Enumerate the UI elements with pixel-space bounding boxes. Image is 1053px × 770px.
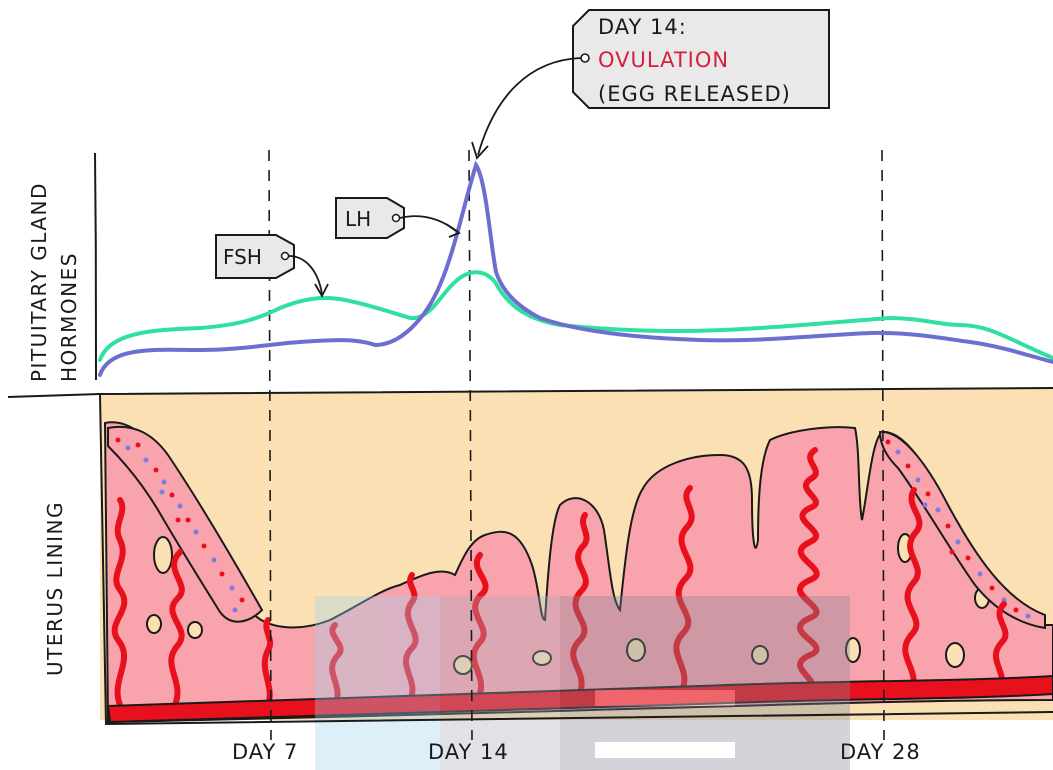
basal-blood-vessel xyxy=(106,674,1053,724)
lh-tag-hole xyxy=(391,213,401,223)
lh-arrow xyxy=(399,215,459,233)
shed-blood-dots xyxy=(115,437,1031,619)
day-7-label: DAY 7 xyxy=(232,740,298,764)
fsh-arrow xyxy=(288,255,323,295)
hormones-label-line1: PITUITARY GLAND xyxy=(27,182,51,382)
shedding-lining-right xyxy=(878,430,1046,630)
ovulation-tag-hole xyxy=(580,53,590,63)
ovulation-line2: OVULATION xyxy=(598,48,729,72)
uterus-axis-line xyxy=(99,393,1053,726)
fsh-tag-label: FSH xyxy=(223,245,262,269)
lh-tag-shape xyxy=(335,197,405,239)
fsh-arrowhead xyxy=(314,283,329,298)
ovulation-tag: DAY 14: OVULATION (EGG RELEASED) xyxy=(572,9,830,109)
lh-tag-label: LH xyxy=(345,207,371,231)
lh-curve xyxy=(98,160,1053,377)
day-28-label: DAY 28 xyxy=(840,740,921,764)
hormones-label-line2: HORMONES xyxy=(57,252,81,382)
hormone-axis-line xyxy=(94,152,97,381)
ovulation-line3: (EGG RELEASED) xyxy=(598,82,791,106)
fsh-tag: FSH xyxy=(215,234,295,279)
lh-tag: LH xyxy=(335,197,405,239)
fsh-tag-shape xyxy=(215,234,295,279)
fsh-tag-hole xyxy=(280,251,290,261)
watermark xyxy=(315,596,850,770)
day-14-label: DAY 14 xyxy=(428,740,509,764)
ovulation-arrow xyxy=(477,57,582,156)
fsh-curve xyxy=(98,270,1053,362)
ovulation-line1: DAY 14: xyxy=(598,15,687,39)
spiral-arteries xyxy=(111,447,1009,708)
ovulation-arrowhead xyxy=(471,141,489,160)
ovulation-tag-shape xyxy=(572,9,830,109)
lh-arrowhead xyxy=(445,223,461,238)
uterus-label: UTERUS LINING xyxy=(43,501,67,676)
